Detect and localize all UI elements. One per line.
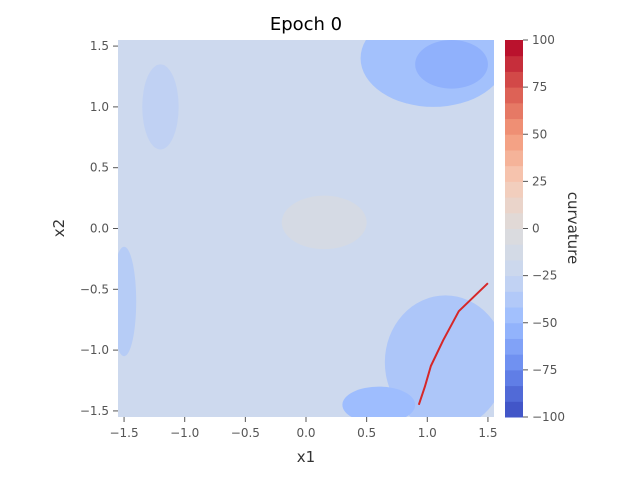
colorbar-band	[505, 338, 523, 355]
colorbar-band	[505, 354, 523, 371]
colorbar-tick-label: 50	[532, 127, 547, 141]
colorbar-band	[505, 118, 523, 135]
colorbar-bands	[505, 40, 523, 418]
colorbar-tick-label: 25	[532, 174, 547, 188]
colorbar-ticks: −100 −75 −50 −25 0 25 50 75 100	[523, 33, 565, 424]
y-tick-label: 0.5	[90, 161, 109, 175]
colorbar-band	[505, 307, 523, 324]
colorbar-band	[505, 401, 523, 418]
y-axis-label: x2	[50, 219, 68, 237]
x-tick-label: 1.0	[418, 426, 437, 440]
colorbar-band	[505, 134, 523, 151]
colorbar-band	[505, 244, 523, 261]
heatmap-region-1	[415, 40, 488, 89]
colorbar-band	[505, 55, 523, 72]
colorbar-band	[505, 259, 523, 277]
colorbar-tick-label: −25	[532, 269, 557, 283]
colorbar: −100 −75 −50 −25 0 25 50 75 100 curvature	[505, 33, 582, 424]
colorbar-band	[505, 228, 523, 245]
x-tick-label: −0.5	[231, 426, 260, 440]
colorbar-band	[505, 275, 523, 292]
colorbar-band	[505, 291, 523, 308]
y-tick-label: −1.5	[80, 404, 109, 418]
heatmap-regions	[118, 40, 494, 417]
colorbar-tick-label: 0	[532, 222, 540, 236]
y-tick-label: 1.0	[90, 100, 109, 114]
colorbar-tick-label: 75	[532, 80, 547, 94]
colorbar-tick-label: −75	[532, 363, 557, 377]
colorbar-band	[505, 197, 523, 214]
trajectory-line	[417, 282, 489, 406]
heatmap-region-4	[118, 246, 137, 357]
y-axis-ticks: −1.5 −1.0 −0.5 0.0 0.5 1.0 1.5	[80, 39, 118, 418]
colorbar-band	[505, 40, 523, 57]
colorbar-band	[505, 322, 523, 339]
x-tick-label: 0.0	[296, 426, 315, 440]
heatmap-region-3	[342, 386, 416, 417]
chart-title: Epoch 0	[270, 14, 342, 35]
y-tick-label: −1.0	[80, 343, 109, 357]
heatmap-area	[118, 40, 494, 417]
colorbar-tick-label: −100	[532, 410, 565, 424]
heatmap-region-5	[142, 64, 179, 150]
colorbar-band	[505, 369, 523, 387]
colorbar-band	[505, 385, 523, 402]
heatmap-region-6	[281, 195, 367, 250]
colorbar-label: curvature	[564, 192, 582, 264]
x-axis-ticks: −1.5 −1.0 −0.5 0.0 0.5 1.0 1.5	[109, 417, 497, 440]
colorbar-tick-label: 100	[532, 33, 555, 47]
colorbar-tick-label: −50	[532, 316, 557, 330]
y-tick-label: 0.0	[90, 222, 109, 236]
x-tick-label: 1.5	[478, 426, 497, 440]
colorbar-band	[505, 149, 523, 167]
colorbar-band	[505, 212, 523, 229]
x-tick-label: −1.5	[109, 426, 138, 440]
y-tick-label: −0.5	[80, 282, 109, 296]
x-tick-label: −1.0	[170, 426, 199, 440]
colorbar-band	[505, 181, 523, 198]
x-axis-label: x1	[297, 448, 315, 466]
heatmap-region-2	[384, 295, 494, 417]
colorbar-band	[505, 102, 523, 120]
colorbar-band	[505, 87, 523, 104]
x-tick-label: 0.5	[357, 426, 376, 440]
colorbar-band	[505, 71, 523, 88]
y-tick-label: 1.5	[90, 39, 109, 53]
colorbar-band	[505, 165, 523, 182]
